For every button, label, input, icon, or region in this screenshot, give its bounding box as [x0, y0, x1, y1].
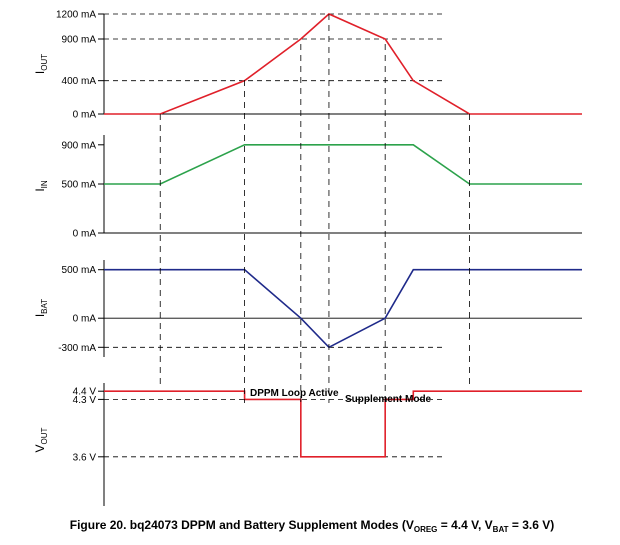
- panel-vout: 4.4 V4.3 V 3.6 V VOUT: [33, 383, 582, 506]
- panel-vout-tick-label-1: 4.3 V: [73, 395, 97, 406]
- panel-vout-tick-label-0: 4.4 V: [73, 387, 97, 398]
- panel-iin-tick-label-2: 0 mA: [73, 229, 97, 240]
- annotation-dppm-loop-active: DPPM Loop Active: [250, 388, 339, 399]
- caption-suffix: = 3.6 V): [509, 518, 555, 532]
- panel-vout-series-line: [104, 390, 582, 458]
- panel-iout-tick-label-2: 400 mA: [62, 76, 97, 87]
- panel-iout: 1200 mA 900 mA 400 mA 0 mA IOUT: [33, 10, 582, 121]
- caption-mid: = 4.4 V, V: [437, 518, 492, 532]
- caption-sub-bat: BAT: [493, 525, 509, 534]
- vertical-guides-layer: [159, 14, 470, 403]
- panel-iin: 900 mA 500 mA 0 mA IIN: [33, 135, 582, 240]
- panel-iout-series-line: [104, 13, 582, 115]
- panel-iin-series-line: [104, 144, 582, 185]
- panel-ibat-y-label: IBAT: [33, 299, 49, 317]
- panel-iout-tick-label-1: 900 mA: [62, 35, 97, 46]
- panel-vout-y-label: VOUT: [33, 427, 49, 452]
- panel-iin-tick-label-0: 900 mA: [62, 140, 97, 151]
- panel-ibat-tick-label-0: 500 mA: [62, 265, 97, 276]
- annotation-supplement-mode: Supplement Mode: [345, 394, 432, 405]
- panel-iout-y-label: IOUT: [33, 54, 49, 74]
- caption-prefix: Figure 20. bq24073 DPPM and Battery Supp…: [70, 518, 414, 532]
- panel-iout-tick-label-3: 0 mA: [73, 110, 97, 121]
- panel-ibat-tick-label-1: 0 mA: [73, 314, 97, 325]
- panels-layer: 1200 mA 900 mA 400 mA 0 mA IOUT 900 mA 500 mA 0…: [33, 10, 582, 506]
- panel-iin-tick-label-1: 500 mA: [62, 180, 97, 191]
- panel-vout-tick-label-2: 3.6 V: [73, 452, 97, 463]
- panel-ibat-series-line: [104, 268, 582, 349]
- panel-ibat-tick-label-2: -300 mA: [58, 343, 96, 354]
- panel-iout-tick-label-0: 1200 mA: [56, 10, 96, 21]
- panel-ibat: 500 mA 0 mA -300 mA IBAT: [33, 260, 582, 357]
- caption-sub-oreg: OREG: [414, 525, 438, 534]
- figure-caption: Figure 20. bq24073 DPPM and Battery Supp…: [70, 518, 554, 534]
- panel-iin-y-label: IIN: [33, 180, 49, 192]
